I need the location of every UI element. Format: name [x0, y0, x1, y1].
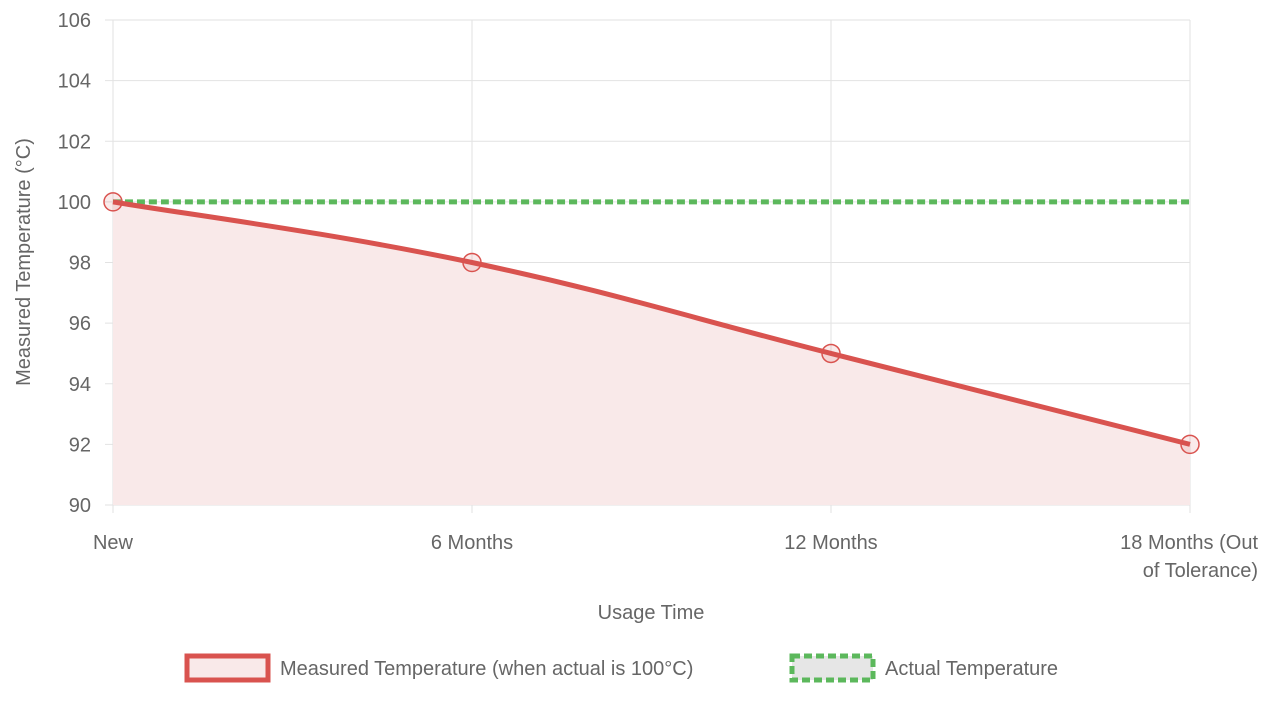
- x-axis-title: Usage Time: [598, 602, 705, 624]
- y-axis-ticks: 90 92 94 96 98 100 102 104 106: [58, 10, 91, 517]
- y-tick-label: 102: [58, 131, 91, 153]
- data-point: [821, 343, 841, 364]
- x-axis-ticks: New 6 Months 12 Months 18 Months (Out of Tol…: [93, 532, 1258, 582]
- x-tick-label: 18 Months (Out: [1120, 532, 1258, 554]
- series-layer: [103, 192, 1200, 505]
- series-area: [113, 201, 1190, 505]
- x-tick-label: 12 Months: [784, 532, 877, 554]
- x-tick-label: New: [93, 532, 134, 554]
- data-point: [103, 192, 123, 212]
- legend-swatch: [184, 653, 271, 683]
- x-tick-label: 6 Months: [431, 532, 513, 554]
- y-tick-label: 90: [69, 495, 91, 517]
- y-tick-label: 96: [69, 313, 91, 335]
- legend-swatch: [789, 653, 876, 683]
- y-axis-title: Measured Temperature (°C): [13, 138, 35, 386]
- legend: Measured Temperature (when actual is 100…: [184, 653, 1058, 683]
- y-tick-label: 98: [69, 253, 91, 275]
- y-tick-label: 92: [69, 434, 91, 456]
- y-tick-label: 94: [69, 374, 91, 396]
- y-tick-label: 104: [58, 71, 91, 93]
- x-tick-label: of Tolerance): [1143, 560, 1258, 582]
- series-line: [112, 199, 1191, 447]
- data-point: [462, 252, 482, 273]
- legend-label: Actual Temperature: [885, 658, 1058, 680]
- legend-label: Measured Temperature (when actual is 100…: [280, 658, 693, 680]
- y-tick-label: 106: [58, 10, 91, 32]
- y-tick-label: 100: [58, 192, 91, 214]
- data-point: [1180, 434, 1200, 455]
